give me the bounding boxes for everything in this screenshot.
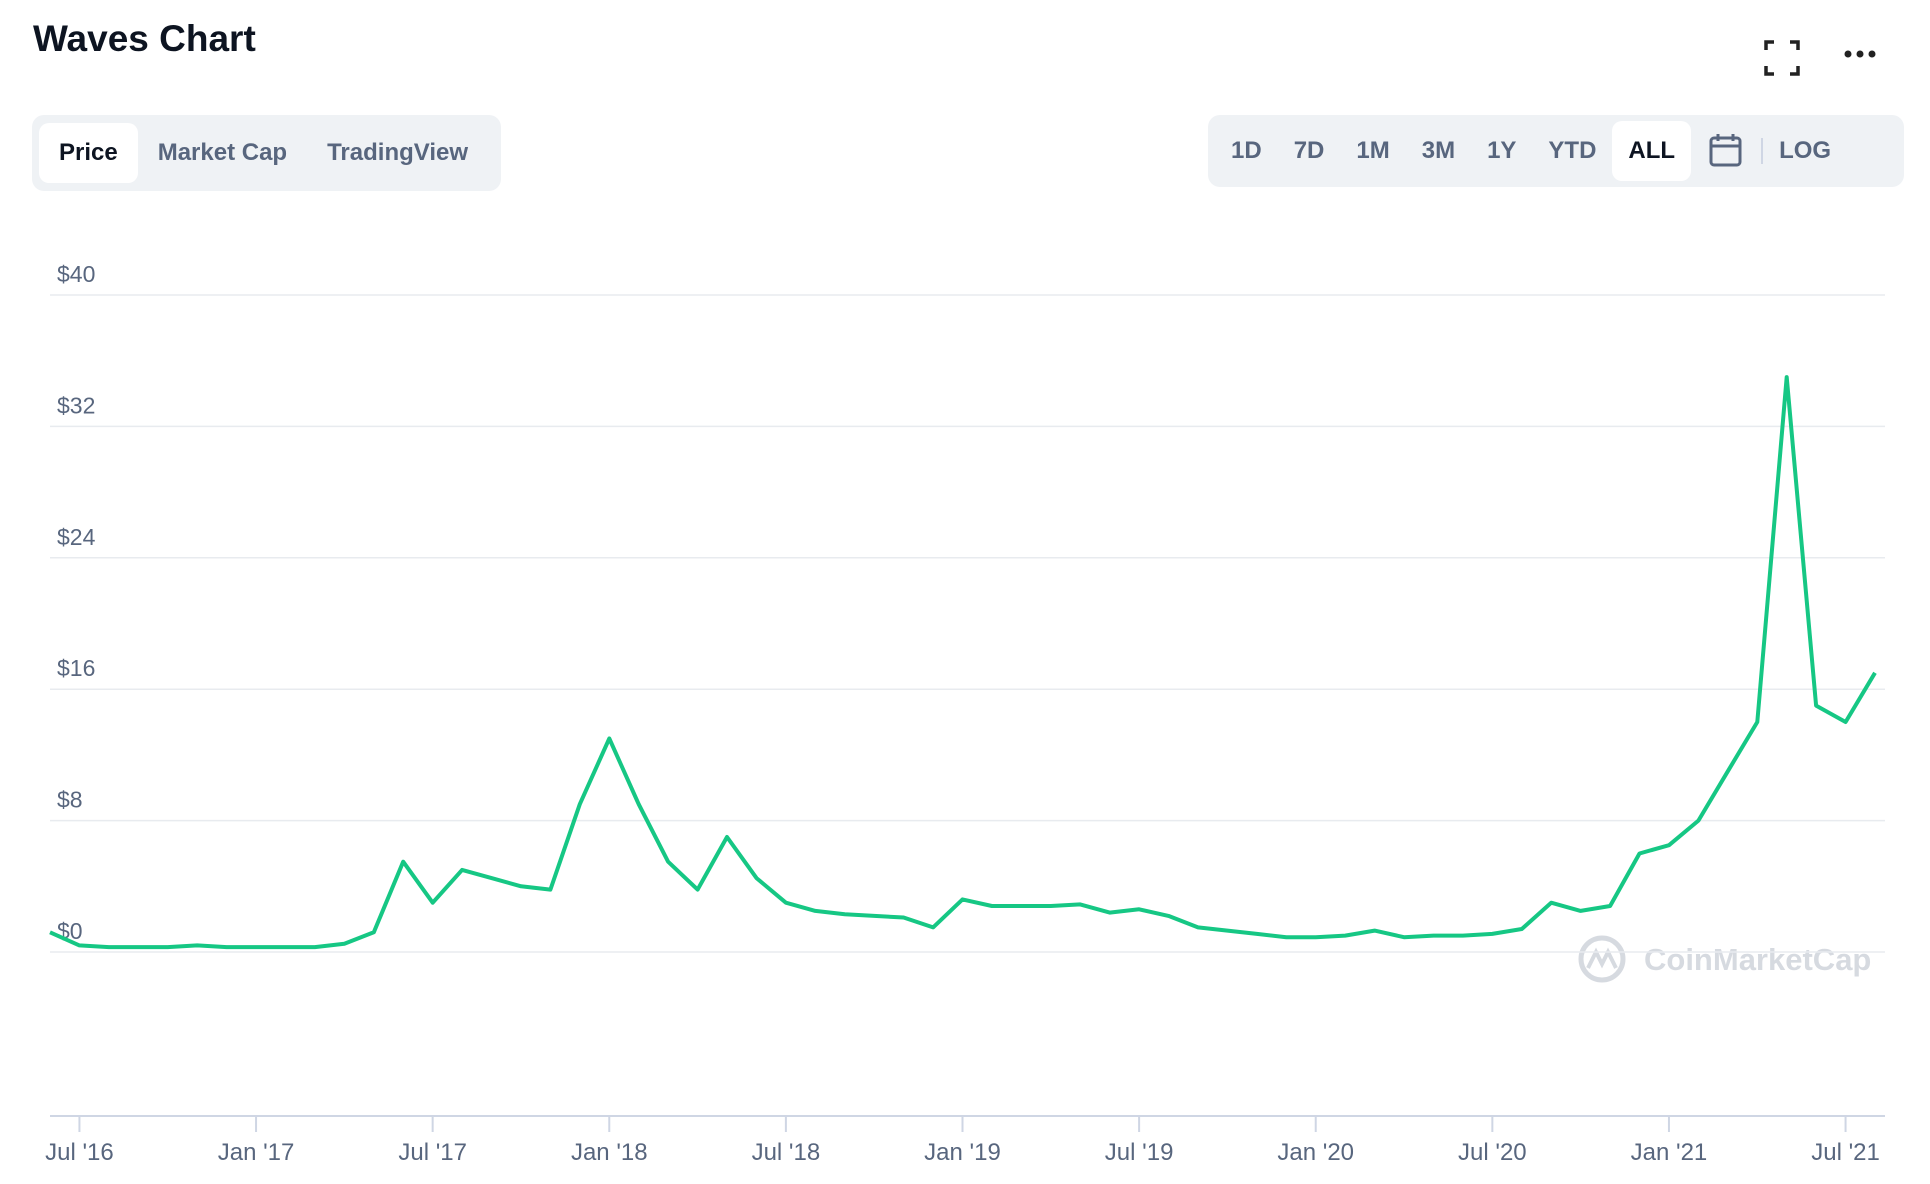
y-tick-label: $40: [57, 261, 95, 287]
range-button[interactable]: 1M: [1356, 137, 1390, 164]
x-tick-label: Jul '21: [1811, 1139, 1880, 1166]
tab[interactable]: Market Cap: [157, 139, 288, 166]
y-tick-label: $8: [57, 787, 83, 813]
y-tick-label: $16: [57, 655, 95, 681]
more-icon[interactable]: [1840, 42, 1880, 72]
calendar-icon[interactable]: [1691, 131, 1761, 171]
range-buttons: 1D 7D 1M 3M 1Y YTD ALL LOG: [1208, 115, 1904, 187]
x-tick-label: Jan '19: [924, 1139, 1001, 1166]
x-tick-label: Jul '17: [398, 1139, 467, 1166]
price-line: [49, 375, 1877, 950]
x-tick-label: Jan '18: [571, 1139, 648, 1166]
watermark: CoinMarketCap: [1578, 935, 1871, 983]
range-button[interactable]: 1Y: [1487, 137, 1517, 164]
range-button[interactable]: 3M: [1421, 137, 1456, 164]
watermark-text: CoinMarketCap: [1644, 942, 1871, 977]
range-button[interactable]: YTD: [1548, 137, 1597, 164]
x-tick-label: Jul '20: [1458, 1139, 1527, 1166]
tab[interactable]: TradingView: [327, 139, 469, 166]
x-tick-label: Jan '20: [1277, 1139, 1354, 1166]
fullscreen-icon[interactable]: [1762, 38, 1802, 78]
range-button[interactable]: ALL: [1612, 121, 1692, 181]
chart-title: Waves Chart: [33, 18, 256, 59]
range-button[interactable]: 7D: [1293, 137, 1325, 164]
x-tick-label: Jan '17: [218, 1139, 295, 1166]
x-tick-label: Jul '18: [752, 1139, 821, 1166]
x-tick-label: Jul '16: [45, 1139, 114, 1166]
view-tabs: Price Market Cap TradingView: [32, 115, 501, 191]
y-tick-label: $32: [57, 392, 95, 418]
x-tick-label: Jan '21: [1631, 1139, 1708, 1166]
x-tick-label: Jul '19: [1105, 1139, 1174, 1166]
separator: [1761, 138, 1764, 164]
y-tick-label: $24: [57, 524, 96, 550]
range-button[interactable]: 1D: [1231, 137, 1262, 164]
tab[interactable]: Price: [39, 123, 138, 183]
log-button[interactable]: LOG: [1779, 137, 1832, 164]
